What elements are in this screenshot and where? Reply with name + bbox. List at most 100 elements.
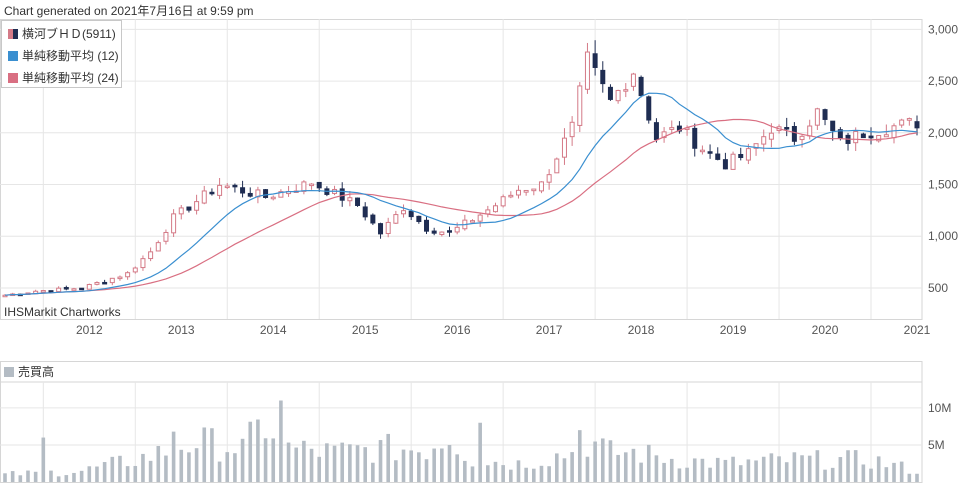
candle-body [401,210,407,215]
volume-bar [830,467,835,482]
candle-body [653,122,659,140]
ma24-swatch-icon [8,73,18,83]
volume-bar [317,456,322,482]
candle-body [63,287,69,290]
volume-bar [585,456,590,482]
x-tick-label: 2021 [904,323,931,337]
volume-bar [79,470,84,482]
volume-bar [807,455,812,482]
volume-bar [156,446,161,482]
volume-bar [639,462,643,482]
volume-legend: 売買高 [4,363,54,380]
candle-body [393,214,399,224]
volume-bar [18,475,23,482]
volume-bar [102,462,107,482]
volume-bar [669,458,674,482]
volume-bar [478,422,482,482]
candle-body [370,214,376,224]
volume-bar [371,462,375,482]
candle-body [416,215,422,222]
legend-item-ma24: 単純移動平均 (24) [8,69,119,86]
candle-body [56,287,62,293]
volume-bar [171,431,176,482]
candle-body [2,294,8,298]
volume-bar [547,466,551,482]
volume-bar [532,468,536,482]
candle-body [630,73,636,87]
volume-bar [892,462,896,482]
volume-bar [486,465,490,482]
candle-body [699,149,705,153]
candle-body [109,277,115,284]
price-y-tick-label: 3,000 [928,22,958,36]
candle-body [646,96,652,121]
candle-body [753,143,759,149]
legend-label-ma12: 単純移動平均 (12) [22,49,119,63]
price-y-tick-label: 2,000 [928,126,958,140]
candle-body [240,187,246,194]
volume-legend-label: 売買高 [18,365,55,379]
candle-body [906,118,912,121]
volume-bar [217,461,222,482]
volume-bar [164,455,168,482]
candle-body [163,231,169,242]
volume-bar [769,453,774,482]
price-y-tick-label: 1,500 [928,178,958,192]
legend-item-price: 横河ブＨＤ(5911) [8,25,116,42]
candle-body [79,287,85,291]
volume-bar [455,454,459,482]
volume-bar [340,442,345,482]
price-y-tick-label: 2,500 [928,74,958,88]
candle-body [40,290,46,293]
volume-bar [554,453,559,482]
volume-bar [3,473,7,482]
volume-bar [394,460,398,482]
legend-label-price: 横河ブＨＤ(5911) [22,27,116,41]
volume-bar [907,473,912,482]
candle-body [309,183,315,187]
candle-body [224,185,230,189]
candle-body [232,184,238,188]
volume-y-tick-label: 5M [928,438,945,452]
price-plot-frame [0,19,923,320]
candle-body [355,197,361,206]
volume-bar [26,470,30,482]
candle-body [676,125,682,132]
candle-body [209,191,215,195]
candle-body [500,196,506,207]
volume-bar [87,466,92,482]
volume-bar [286,442,291,482]
volume-bar [692,458,697,482]
volume-bar [815,450,820,482]
candle-body [178,207,184,215]
candle-body [378,223,384,235]
volume-bar [95,466,99,482]
candle-body [447,230,453,233]
volume-bar [240,438,245,482]
volume-bar [332,445,337,482]
candle-body [94,282,100,285]
x-tick-label: 2019 [720,323,747,337]
volume-bar [846,450,850,482]
volume-bar [271,438,276,482]
volume-bar [754,460,758,482]
candle-body [385,221,391,234]
volume-bar [325,443,329,482]
candle-body [853,131,859,144]
candle-body [707,151,713,154]
volume-bar [33,471,38,482]
volume-bar [738,465,743,482]
volume-bar [899,461,904,482]
candle-body [569,121,575,138]
volume-bar [386,433,390,482]
volume-bar [363,447,368,482]
candle-body [186,206,192,211]
candle-body [48,290,54,293]
volume-bar [302,440,306,482]
x-tick-label: 2017 [536,323,563,337]
candle-body [515,189,521,196]
x-tick-label: 2020 [812,323,839,337]
candle-body [408,210,414,218]
candle-body [554,158,560,174]
volume-bar [72,472,76,482]
